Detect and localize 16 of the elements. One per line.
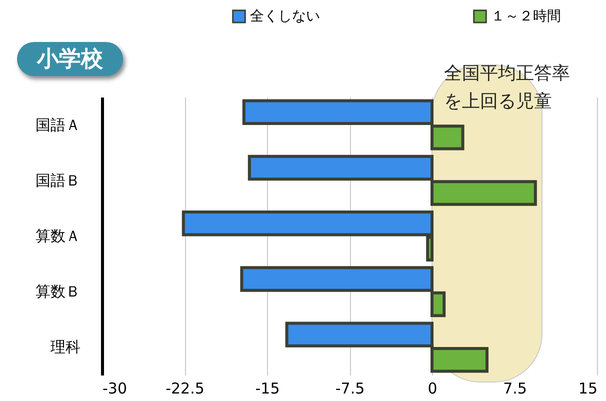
x-tick-label: 15 (578, 380, 598, 398)
x-tick-label: -22.5 (166, 380, 204, 398)
y-tick-label: 算数Ａ (36, 227, 80, 245)
band-label: 全国平均正答率を上回る児童 (444, 63, 570, 112)
chart-title: 小学校 (17, 42, 123, 76)
x-tick-label: 0 (428, 380, 438, 398)
legend-label: １～２時間 (491, 8, 561, 24)
y-tick-label: 国語Ｂ (36, 171, 80, 190)
x-tick-label: -30 (102, 380, 127, 398)
x-tick-label: 7.5 (503, 380, 527, 398)
y-tick-label: 理科 (50, 338, 80, 356)
x-tick-label: -7.5 (335, 380, 365, 398)
legend-label: 全くしない (250, 8, 320, 24)
y-tick-label: 算数Ｂ (36, 282, 80, 301)
y-tick-label: 国語Ａ (36, 116, 80, 134)
x-tick-label: -15 (255, 380, 280, 398)
